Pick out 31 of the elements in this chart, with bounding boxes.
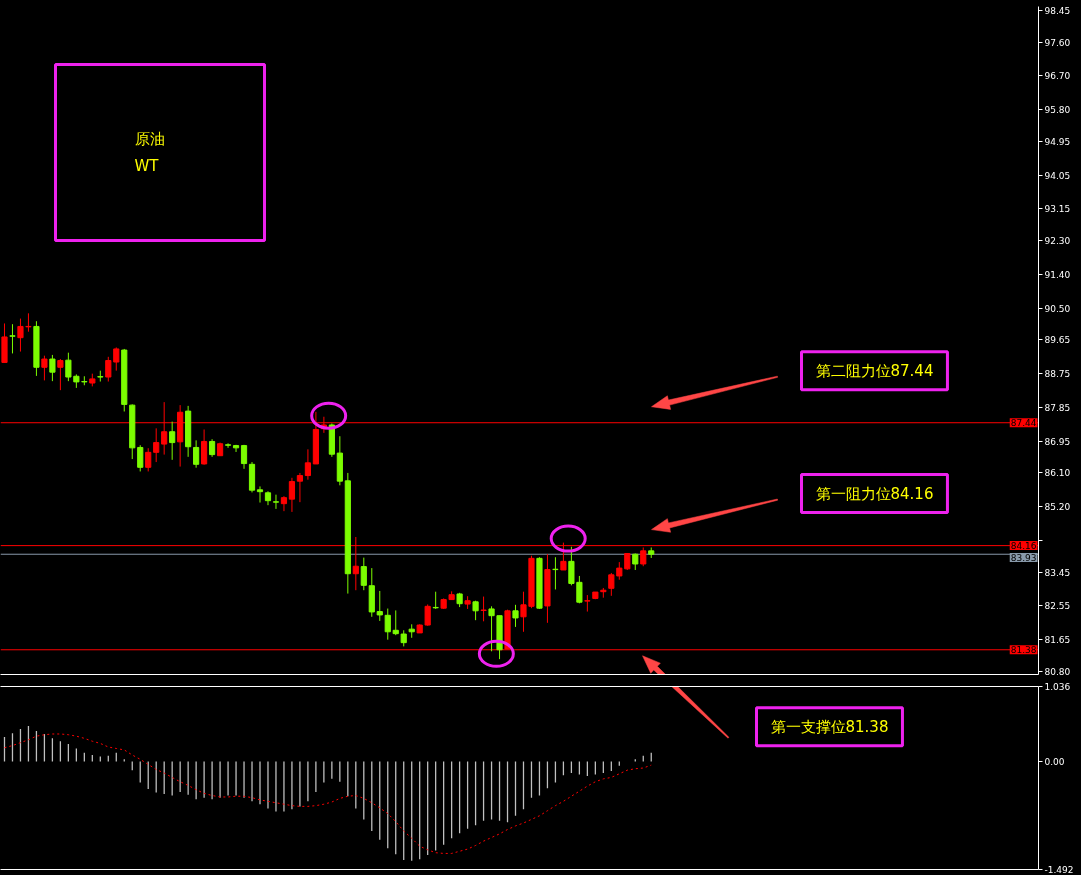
y-tick-label: 81.65 bbox=[1044, 635, 1071, 646]
annotation: 第一支撑位81.38 bbox=[770, 717, 889, 736]
y-tick-label: 94.95 bbox=[1044, 136, 1071, 147]
y-tick-label: 93.15 bbox=[1044, 204, 1071, 215]
y-tick-label: 92.30 bbox=[1044, 236, 1071, 247]
annotation: 第一阻力位84.16 bbox=[815, 484, 934, 503]
annotation: 第二阻力位87.44 bbox=[815, 361, 934, 380]
ref-line-label: 87.44 bbox=[1010, 418, 1037, 429]
y-tick-label: 80.80 bbox=[1044, 667, 1071, 677]
y-tick-label: 1.036 bbox=[1044, 682, 1071, 692]
y-tick-label: 98.45 bbox=[1044, 5, 1071, 16]
y-tick-label: 86.95 bbox=[1044, 436, 1071, 447]
y-tick-label: 0.00 bbox=[1044, 757, 1065, 767]
y-tick-label: 94.05 bbox=[1044, 170, 1071, 181]
ref-line-label: 84.16 bbox=[1010, 541, 1037, 552]
y-tick-label: 97.60 bbox=[1044, 37, 1071, 48]
ref-line-label: 83.93 bbox=[1010, 553, 1037, 564]
y-tick-label: 91.40 bbox=[1044, 269, 1071, 280]
y-tick-label: 89.65 bbox=[1044, 335, 1071, 346]
y-tick-label: 82.55 bbox=[1044, 601, 1071, 612]
y-tick-label: 83.45 bbox=[1044, 567, 1071, 578]
y-tick-label: 90.50 bbox=[1044, 303, 1071, 314]
y-tick-label: 95.80 bbox=[1044, 105, 1071, 116]
y-tick-label: 85.20 bbox=[1044, 502, 1071, 513]
y-tick-label: 87.85 bbox=[1044, 402, 1071, 413]
ref-line-label: 81.38 bbox=[1010, 645, 1037, 656]
annotation: 原油 WT bbox=[134, 130, 165, 175]
y-tick-label: -1.492 bbox=[1044, 865, 1074, 875]
y-tick-label: 88.75 bbox=[1044, 369, 1071, 380]
y-tick-label: 96.70 bbox=[1044, 71, 1071, 82]
y-tick-label: 86.10 bbox=[1044, 468, 1071, 479]
